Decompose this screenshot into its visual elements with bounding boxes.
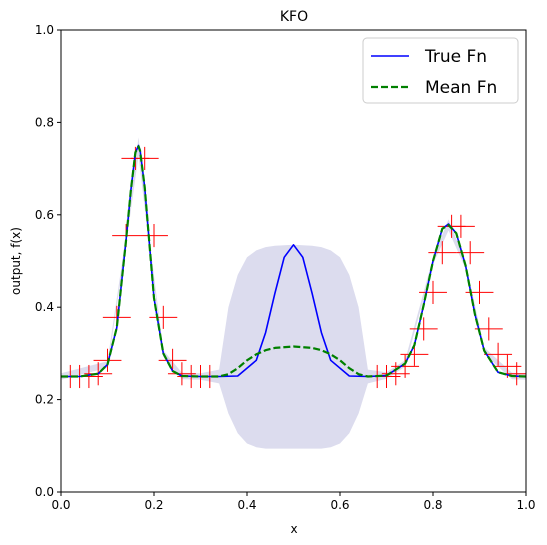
legend: True Fn Mean Fn	[363, 38, 518, 103]
plot-area	[47, 137, 540, 448]
y-tick-label: 0.6	[35, 208, 54, 222]
legend-label: Mean Fn	[425, 78, 497, 98]
y-tick-label: 0.0	[35, 485, 54, 499]
observation-point	[140, 224, 168, 247]
y-tick-label: 1.0	[35, 23, 54, 37]
x-tick-label: 1.0	[516, 498, 535, 512]
x-tick-label: 0.2	[144, 498, 163, 512]
chart-title: KFO	[280, 9, 308, 25]
x-tick-label: 0.4	[237, 498, 256, 512]
y-tick-label: 0.8	[35, 115, 54, 129]
legend-label: True Fn	[424, 47, 487, 67]
x-axis-label: x	[290, 522, 297, 536]
x-tick-label: 0.6	[330, 498, 349, 512]
observation-point	[419, 281, 447, 304]
x-tick-label: 0.8	[423, 498, 442, 512]
x-tick-label: 0.0	[51, 498, 70, 512]
plot-content	[47, 137, 540, 448]
y-axis-label: output, f(x)	[9, 227, 23, 295]
y-tick-label: 0.4	[35, 300, 54, 314]
observation-point	[149, 306, 177, 329]
observation-point	[410, 317, 438, 340]
y-tick-label: 0.2	[35, 393, 54, 407]
